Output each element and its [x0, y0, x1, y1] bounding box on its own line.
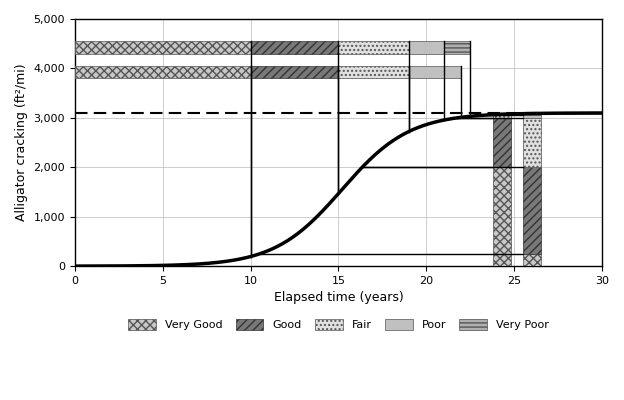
Bar [409, 41, 444, 54]
Bar [523, 113, 540, 115]
Bar [338, 66, 409, 78]
Bar [523, 167, 540, 254]
Bar [493, 118, 510, 167]
Bar [493, 167, 510, 266]
Bar [338, 41, 409, 54]
Bar [75, 41, 251, 54]
Bar [251, 66, 338, 78]
Bar [409, 66, 461, 78]
Bar [444, 41, 470, 54]
Bar [523, 115, 540, 118]
Legend: Very Good, Good, Fair, Poor, Very Poor: Very Good, Good, Fair, Poor, Very Poor [124, 314, 553, 335]
Bar [493, 113, 510, 118]
X-axis label: Elapsed time (years): Elapsed time (years) [273, 292, 403, 304]
Bar [523, 118, 540, 167]
Bar [251, 41, 338, 54]
Y-axis label: Alligator cracking (ft²/mi): Alligator cracking (ft²/mi) [15, 64, 28, 221]
Bar [75, 66, 251, 78]
Bar [523, 254, 540, 266]
